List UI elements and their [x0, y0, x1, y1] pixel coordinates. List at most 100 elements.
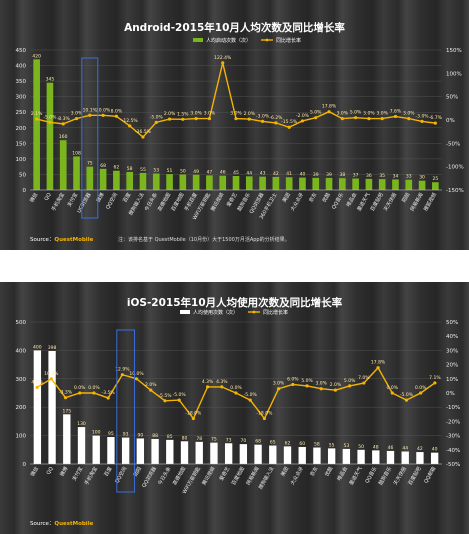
bar: [180, 441, 189, 464]
bar: [325, 177, 333, 190]
y2-tick-label: -100%: [446, 165, 464, 171]
growth-value-label: 8.0%: [111, 108, 123, 114]
growth-point: [390, 391, 394, 395]
bar: [139, 172, 147, 190]
growth-value-label: 3.0%: [337, 111, 349, 117]
growth-value-label: -18.0%: [185, 411, 202, 417]
bar-value-label: 41: [286, 171, 292, 177]
bar: [152, 173, 160, 190]
bar: [418, 180, 426, 190]
growth-value-label: 5.0%: [301, 378, 313, 384]
y2-tick-label: 40%: [446, 334, 458, 340]
bar-value-label: 40: [300, 172, 306, 178]
bar-value-label: 400: [33, 344, 42, 350]
bar-value-label: 50: [358, 444, 364, 450]
growth-value-label: -3.0%: [256, 113, 270, 119]
growth-value-label: 3.0%: [316, 381, 328, 387]
growth-value-label: -5.0%: [400, 392, 414, 398]
bar-value-label: 420: [32, 53, 41, 59]
growth-point: [354, 116, 358, 120]
chart-title: Android-2015年10月人均次数及同比增长率: [124, 22, 345, 34]
y-tick-label: 250: [16, 110, 27, 116]
bar: [312, 177, 320, 190]
android-chart: 0 50 100 150 200 250 300 350 400 450 -150% -100% -50…: [16, 37, 464, 221]
growth-value-label: 7.0%: [358, 375, 370, 381]
bar: [432, 182, 439, 190]
bar: [416, 452, 424, 464]
growth-point: [319, 387, 323, 391]
bar-value-label: 49: [193, 169, 199, 175]
bar: [232, 176, 240, 190]
category-label: 陌陌: [400, 192, 411, 204]
bar-value-label: 80: [182, 435, 188, 441]
y2-tick-label: -40%: [446, 448, 460, 454]
bar-value-label: 25: [432, 176, 438, 182]
source-label: Source：QuestMobile: [30, 521, 94, 527]
y-tick-label: 100: [16, 434, 27, 440]
bar-value-label: 38: [339, 172, 345, 178]
legend-bar-swatch: [193, 38, 203, 42]
category-label: 爱奇艺: [225, 192, 239, 209]
bar: [327, 448, 336, 464]
category-label: QQ音乐: [364, 466, 379, 485]
y2-tick-label: 50%: [446, 95, 458, 101]
growth-point: [433, 381, 437, 385]
growth-point: [181, 117, 185, 121]
y2-tick-label: -50%: [446, 141, 460, 147]
growth-point: [376, 366, 380, 370]
growth-value-label: 10.1%: [83, 107, 98, 113]
growth-point: [48, 120, 52, 124]
bar-value-label: 75: [87, 161, 93, 167]
bar: [179, 174, 187, 190]
bar-value-label: 65: [270, 440, 276, 446]
bar: [259, 176, 266, 190]
growth-value-label: 122.4%: [214, 55, 232, 61]
growth-value-label: 3.0%: [363, 111, 375, 117]
legend-line-label: 同比增长率: [276, 37, 301, 44]
category-label: QQ邮箱: [422, 466, 437, 485]
bar-value-label: 30: [419, 175, 425, 181]
bar: [224, 443, 233, 464]
growth-value-label: -6.2%: [269, 115, 283, 121]
bar-value-label: 93: [123, 432, 129, 438]
growth-value-label: 4.3%: [202, 379, 214, 385]
growth-point: [340, 117, 344, 121]
bar-value-label: 75: [211, 437, 217, 443]
category-label: 墨迹天气: [348, 466, 364, 487]
growth-point: [305, 384, 309, 388]
growth-point: [120, 373, 124, 377]
growth-value-label: 2.0%: [164, 111, 176, 117]
growth-value-label: 0.0%: [74, 385, 86, 391]
y-tick-label: 0: [23, 462, 27, 468]
growth-value-label: 1.5%: [177, 111, 189, 117]
category-label: 百度: [121, 192, 132, 204]
bar-value-label: 53: [153, 168, 159, 174]
bar: [59, 140, 67, 190]
bar: [298, 446, 306, 464]
category-label: QQ: [44, 192, 53, 202]
bar: [386, 450, 395, 464]
y-tick-label: 400: [16, 64, 27, 70]
growth-point: [287, 125, 291, 129]
category-label: 优酷: [323, 466, 334, 478]
bar-value-label: 62: [285, 440, 291, 446]
bar-value-label: 37: [353, 172, 359, 178]
bar: [206, 175, 213, 190]
category-label: 手机淘宝: [50, 192, 66, 213]
category-label: 京东: [309, 466, 320, 478]
growth-point: [88, 113, 92, 117]
growth-point: [404, 398, 409, 402]
growth-value-label: 2.0%: [330, 382, 342, 388]
growth-point: [35, 385, 39, 389]
bar-value-label: 35: [379, 173, 385, 179]
growth-value-label: 2.0%: [244, 111, 256, 117]
growth-value-label: 10.0%: [96, 107, 111, 113]
bar: [365, 178, 373, 190]
bar-value-label: 36: [366, 173, 372, 179]
growth-point: [78, 391, 82, 395]
bar: [339, 178, 346, 190]
category-label: 网易新闻: [245, 466, 261, 487]
bar: [405, 179, 413, 190]
growth-value-label: -6.7%: [429, 115, 443, 121]
bar: [192, 174, 200, 190]
